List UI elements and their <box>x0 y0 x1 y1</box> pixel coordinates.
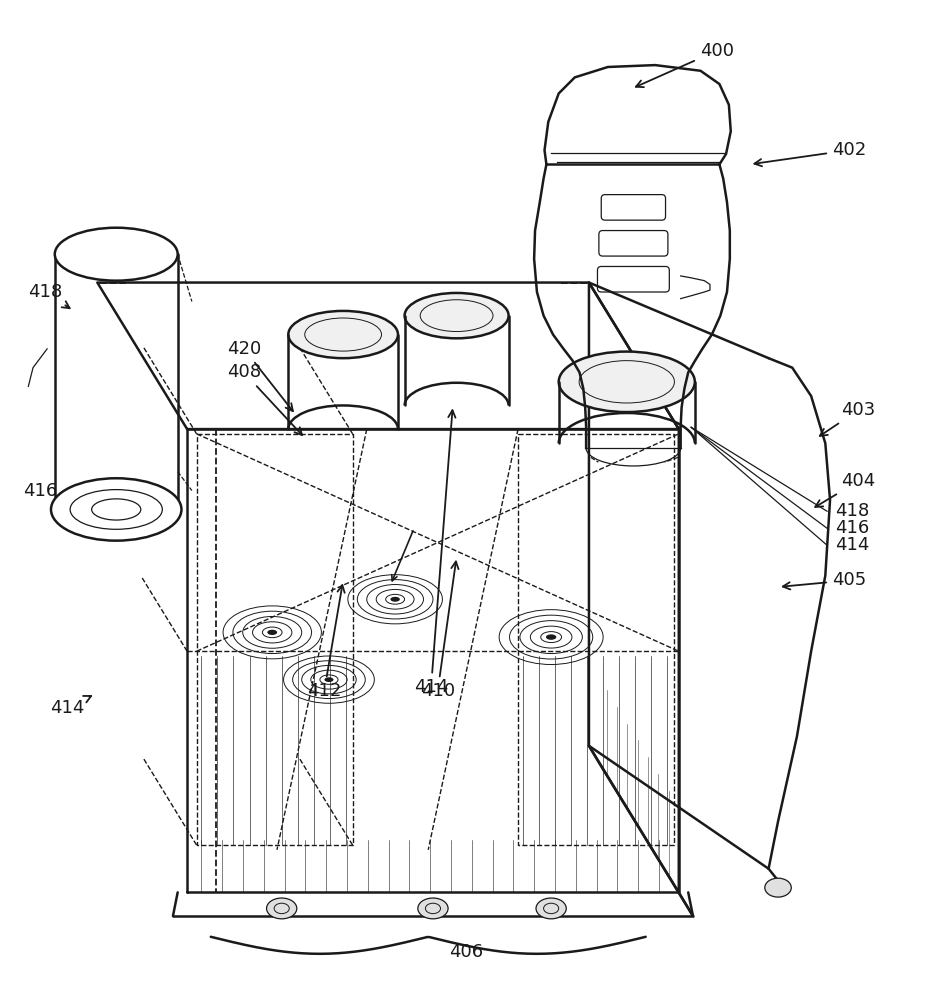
Ellipse shape <box>267 630 277 635</box>
Text: 403: 403 <box>820 401 876 436</box>
Text: 420: 420 <box>226 340 293 411</box>
Ellipse shape <box>324 677 334 682</box>
Text: 410: 410 <box>420 561 458 700</box>
Ellipse shape <box>765 878 791 897</box>
Ellipse shape <box>546 634 556 640</box>
Ellipse shape <box>404 293 509 338</box>
Text: 418: 418 <box>835 502 869 520</box>
Text: 408: 408 <box>226 363 302 435</box>
Ellipse shape <box>536 898 566 919</box>
Ellipse shape <box>266 898 297 919</box>
Text: 405: 405 <box>783 571 866 589</box>
Ellipse shape <box>558 352 695 412</box>
Text: 400: 400 <box>636 42 733 87</box>
Text: 406: 406 <box>449 943 483 961</box>
Text: 418: 418 <box>29 283 69 308</box>
Ellipse shape <box>55 228 178 281</box>
Text: 414: 414 <box>49 696 91 717</box>
Text: 416: 416 <box>835 519 869 537</box>
Ellipse shape <box>288 311 398 358</box>
Text: 414: 414 <box>414 410 456 696</box>
Text: 404: 404 <box>815 472 876 507</box>
Ellipse shape <box>391 597 399 602</box>
Text: 402: 402 <box>754 141 866 166</box>
Ellipse shape <box>51 478 182 541</box>
Ellipse shape <box>417 898 448 919</box>
Text: 412: 412 <box>307 585 344 700</box>
Text: 414: 414 <box>835 536 869 554</box>
Text: 416: 416 <box>24 482 58 500</box>
